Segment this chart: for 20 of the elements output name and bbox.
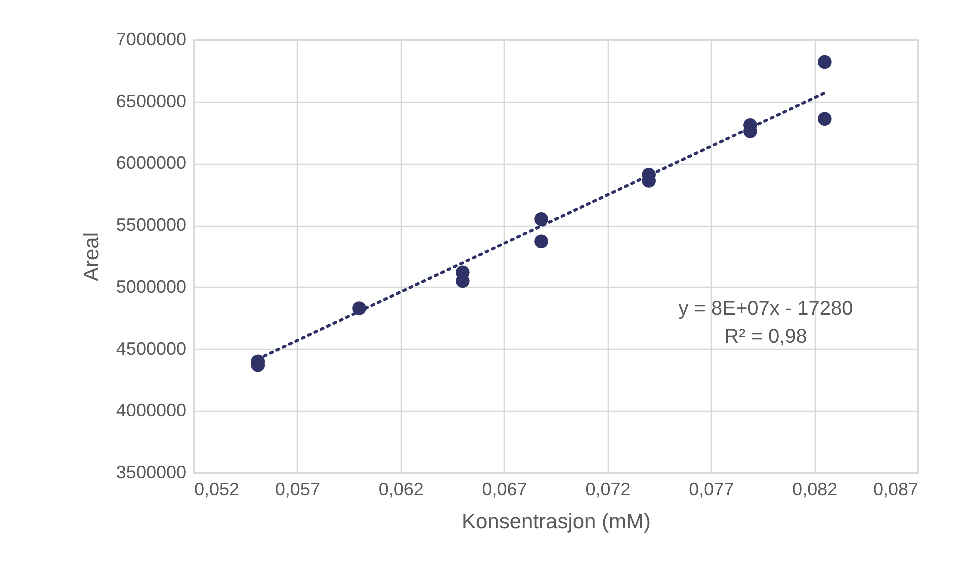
x-tick-label: 0,052 — [194, 480, 240, 500]
y-tick-label: 6500000 — [116, 91, 186, 112]
y-axis-title: Areal — [80, 232, 104, 282]
x-tick-label: 0,062 — [378, 480, 424, 500]
y-tick-label: 6000000 — [116, 153, 186, 174]
x-tick-label: 0,082 — [792, 480, 838, 500]
x-tick-label: 0,057 — [275, 480, 320, 500]
x-axis-title: Konsentrasjon (mM) — [462, 510, 652, 534]
y-tick-label: 3500000 — [116, 462, 186, 482]
y-tick-label: 4500000 — [116, 338, 186, 359]
y-tick-label: 7000000 — [116, 30, 186, 50]
x-tick-label: 0,077 — [689, 480, 734, 500]
y-tick-label: 4000000 — [116, 400, 186, 421]
annotation: R² = 0,98 — [724, 326, 808, 348]
annotation: y = 8E+07x - 17280 — [678, 298, 854, 320]
y-tick-label: 5000000 — [116, 276, 186, 297]
x-tick-label: 0,067 — [482, 480, 528, 500]
y-tick-label: 5500000 — [116, 215, 186, 236]
x-tick-label: 0,087 — [873, 480, 918, 500]
x-tick-label: 0,072 — [586, 480, 631, 500]
